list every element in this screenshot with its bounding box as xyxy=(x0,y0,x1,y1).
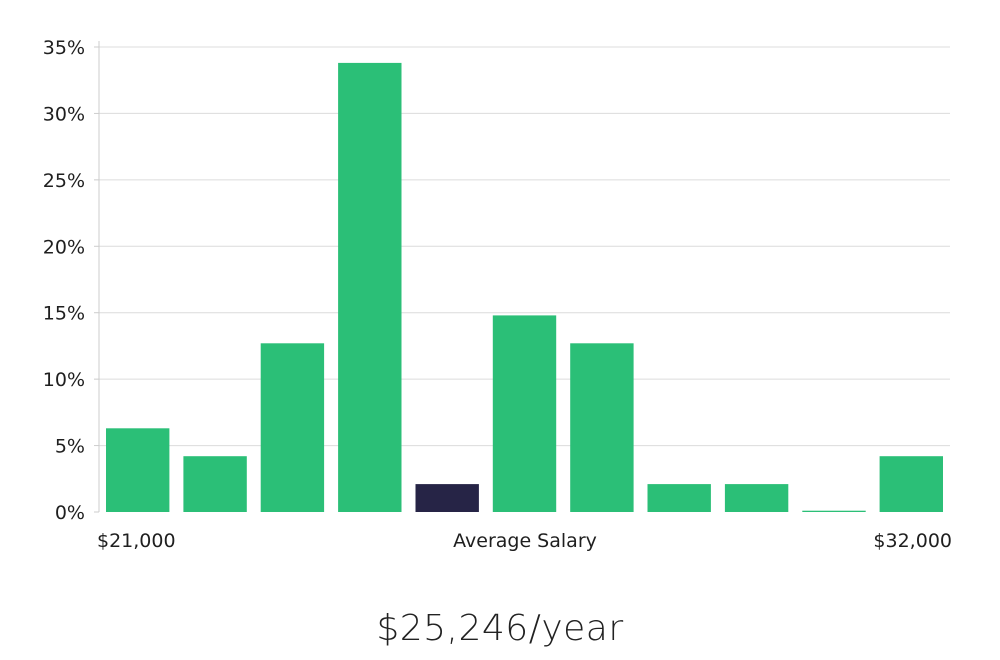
y-tick-label: 5% xyxy=(55,436,85,458)
bar xyxy=(338,62,402,513)
bar xyxy=(802,510,866,512)
y-tick-label: 30% xyxy=(43,103,85,125)
grid-lines xyxy=(99,46,950,447)
salary-distribution-chart: 0% 5% 10% 15% 20% 25% 30% 35% $21,000 Average S… xyxy=(43,37,952,552)
y-axis-ticks: 0% 5% 10% 15% 20% 25% 30% 35% xyxy=(43,37,99,524)
y-tick-label: 20% xyxy=(43,236,85,258)
y-tick-label: 25% xyxy=(43,170,85,192)
bar xyxy=(647,484,711,512)
bar xyxy=(492,315,557,512)
bar xyxy=(183,456,247,512)
x-axis-center-label: Average Salary xyxy=(453,530,597,552)
bar xyxy=(260,343,325,512)
y-tick-label: 15% xyxy=(43,303,85,325)
average-salary-value: $25,246/year xyxy=(376,608,624,649)
x-axis-left-label: $21,000 xyxy=(97,530,176,552)
y-tick-label: 10% xyxy=(43,369,85,391)
bar xyxy=(106,428,170,512)
bar xyxy=(724,484,789,512)
y-tick-label: 35% xyxy=(43,37,85,59)
bar xyxy=(879,456,943,512)
y-tick-label: 0% xyxy=(55,502,85,524)
x-axis-right-label: $32,000 xyxy=(873,530,952,552)
bars xyxy=(106,62,943,513)
bar xyxy=(570,343,634,512)
highlighted-bar xyxy=(415,484,479,512)
